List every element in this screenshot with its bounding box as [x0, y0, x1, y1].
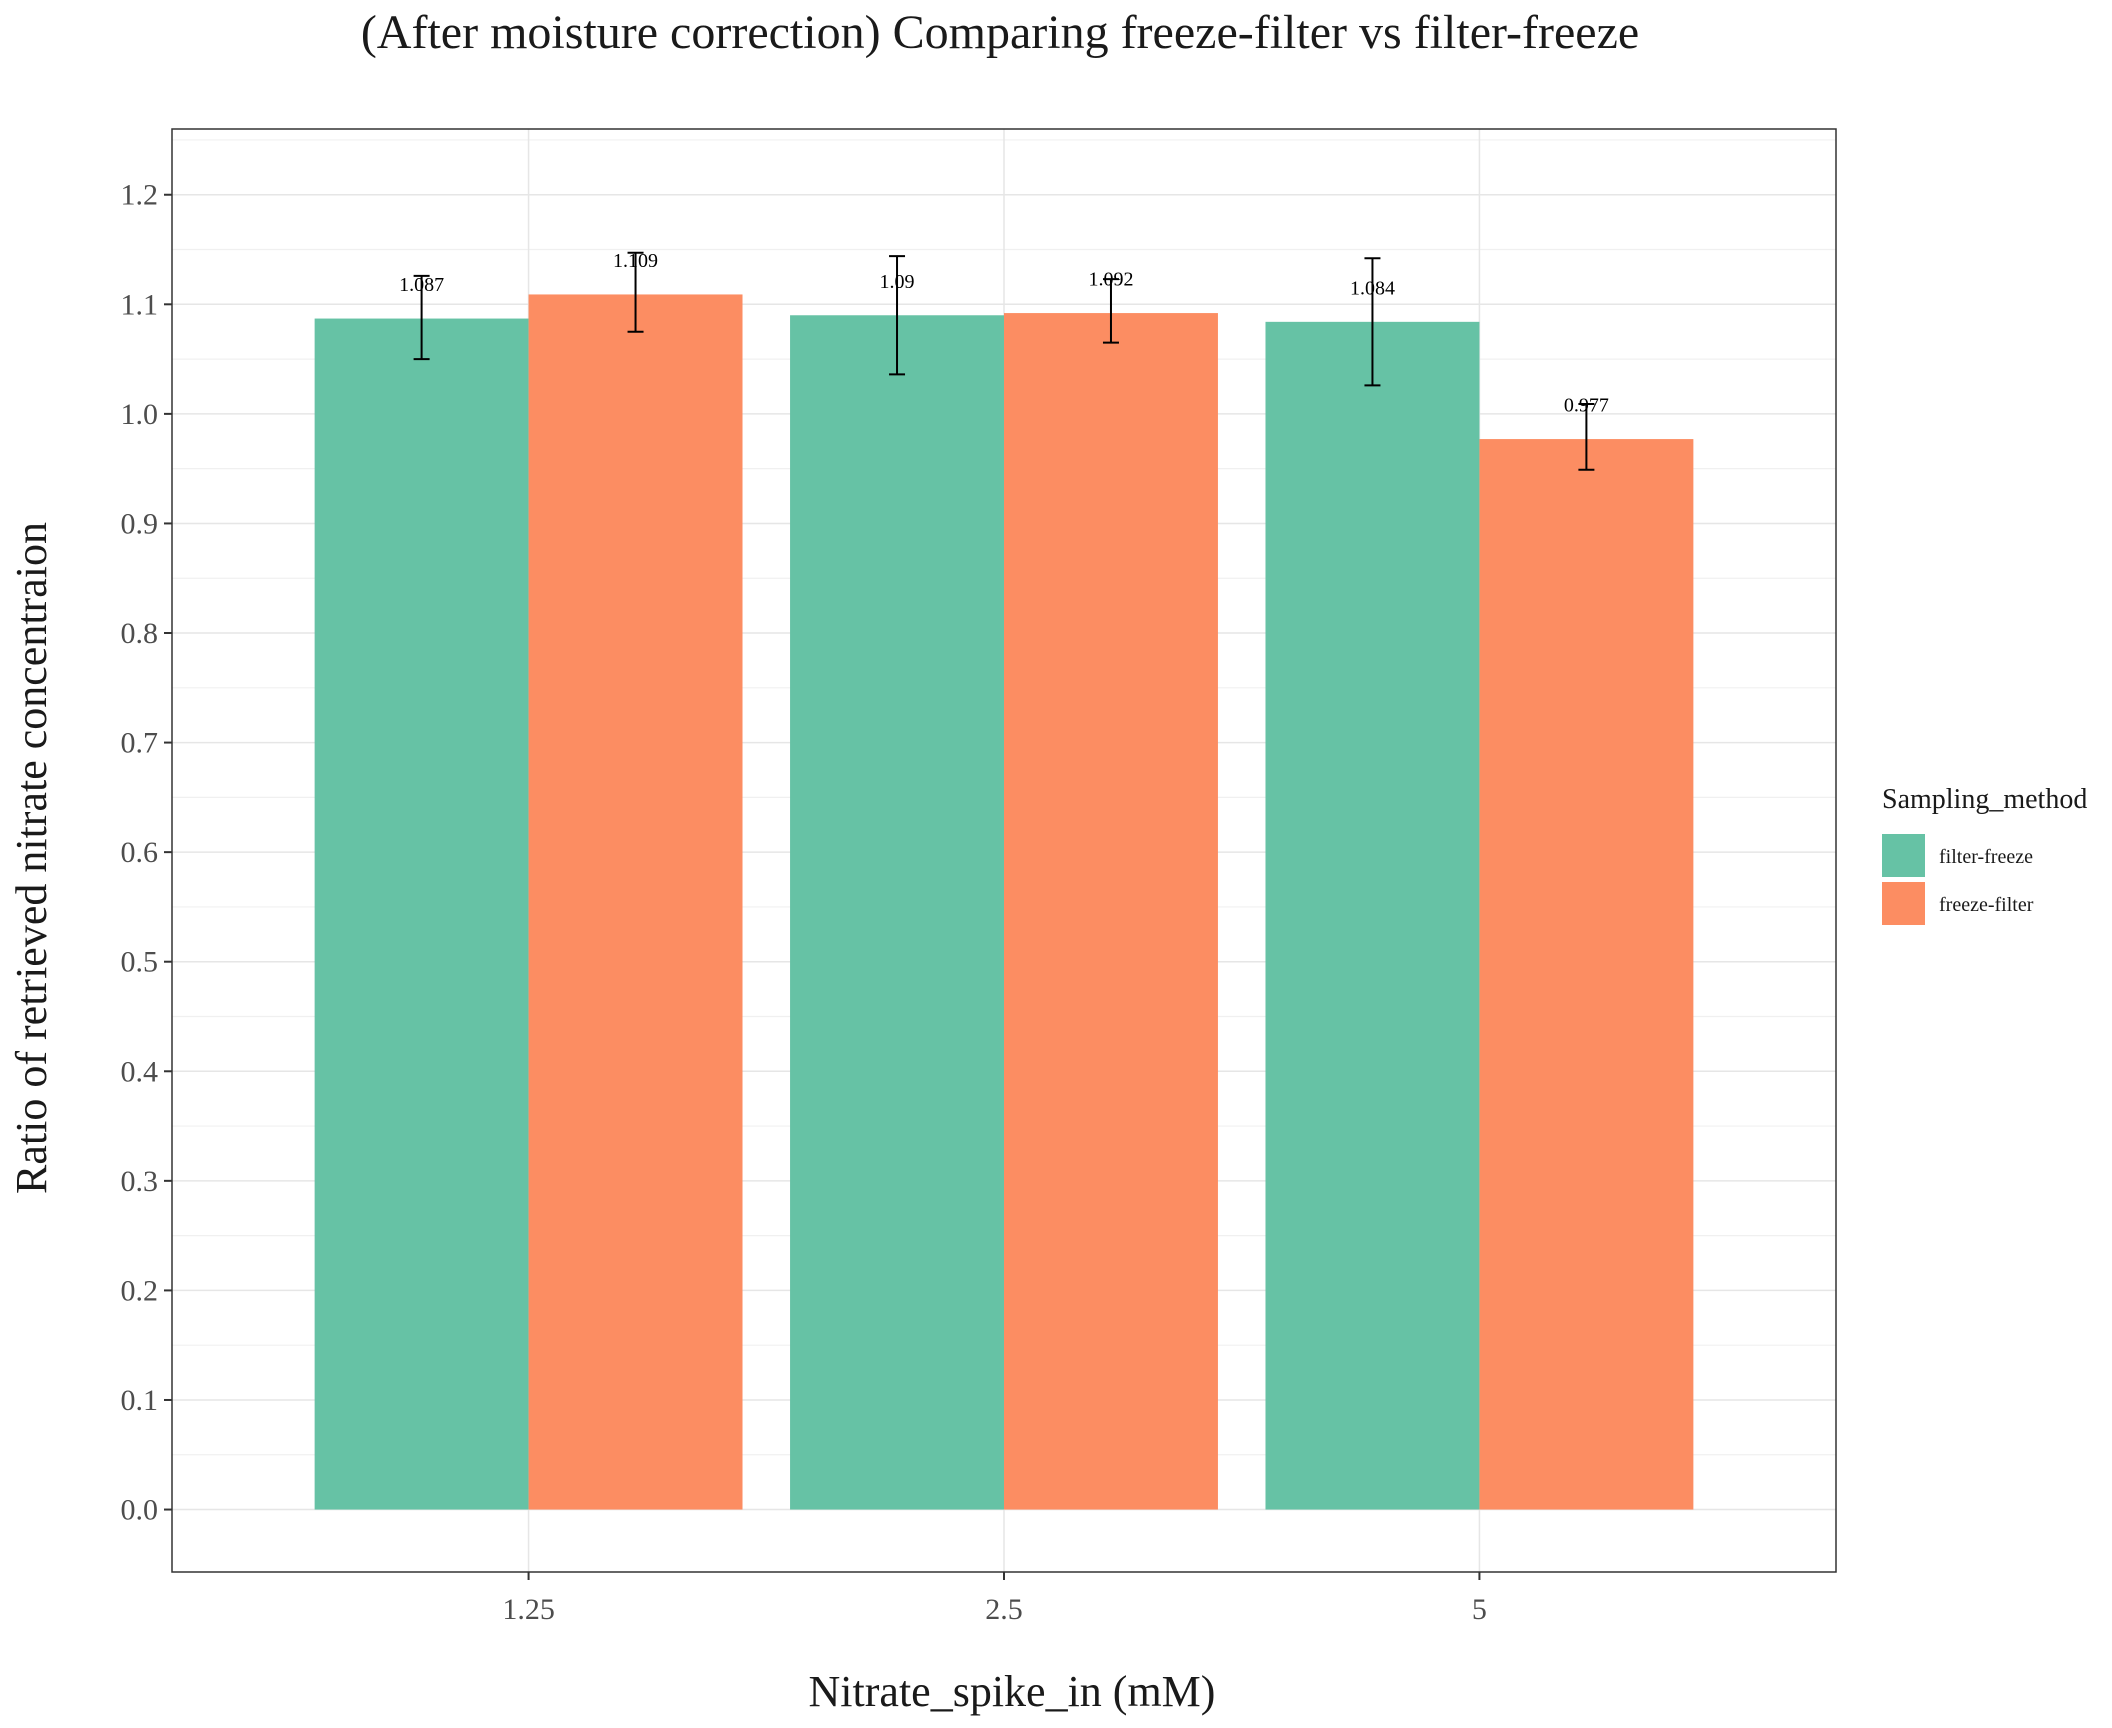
bar-filter-freeze-1.25 — [314, 318, 529, 1510]
bar-freeze-filter-1.25 — [528, 294, 743, 1510]
legend: Sampling_method filter-freeze freeze-filt… — [1882, 784, 2087, 925]
y-tick-label: 1.2 — [121, 179, 159, 212]
bar-filter-freeze-2.5 — [790, 315, 1004, 1510]
x-tick-label: 1.25 — [502, 1593, 555, 1626]
bar-filter-freeze-5 — [1265, 321, 1480, 1510]
y-tick-label: 0.7 — [121, 727, 159, 760]
error-bars — [413, 251, 1595, 471]
bar-value-label: 1.09 — [880, 271, 915, 293]
y-tick-label: 1.0 — [121, 398, 159, 431]
y-tick-label: 0.8 — [121, 617, 159, 650]
y-axis: 0.0 0.1 0.2 0.3 0.4 0.5 0.6 0.7 0.8 0.9 1.0 1.1 1.2 — [121, 179, 172, 1527]
y-tick-label: 1.1 — [121, 288, 159, 321]
bar-value-label: 1.087 — [399, 274, 444, 296]
x-axis-title: Nitrate_spike_in (mM) — [809, 1667, 1216, 1716]
x-tick-label: 2.5 — [985, 1593, 1023, 1626]
y-tick-label: 0.2 — [121, 1274, 159, 1307]
x-axis: 1.25 2.5 5 — [502, 1572, 1487, 1626]
chart-title: (After moisture correction) Comparing fr… — [361, 6, 1639, 59]
bars — [314, 294, 1694, 1510]
bar-value-label: 1.109 — [613, 250, 658, 272]
bar-value-label: 1.092 — [1088, 269, 1133, 291]
x-tick-label: 5 — [1472, 1593, 1487, 1626]
legend-label: filter-freeze — [1939, 846, 2033, 868]
y-tick-label: 0.0 — [121, 1494, 159, 1527]
bar-freeze-filter-5 — [1479, 439, 1694, 1510]
y-tick-label: 0.5 — [121, 946, 159, 979]
y-tick-label: 0.3 — [121, 1165, 159, 1198]
bar-value-label: 1.084 — [1350, 277, 1395, 299]
legend-title: Sampling_method — [1882, 784, 2087, 815]
bar-value-label: 0.977 — [1564, 395, 1609, 417]
legend-key-filter-freeze — [1882, 834, 1925, 877]
y-tick-label: 0.4 — [121, 1055, 159, 1088]
y-axis-title: Ratio of retrieved nitrate concentraion — [7, 522, 56, 1194]
legend-key-freeze-filter — [1882, 882, 1925, 925]
bar-freeze-filter-2.5 — [1004, 313, 1218, 1510]
legend-label: freeze-filter — [1939, 894, 2034, 916]
y-tick-label: 0.1 — [121, 1384, 159, 1417]
y-tick-label: 0.9 — [121, 507, 159, 540]
y-tick-label: 0.6 — [121, 836, 159, 869]
bar-value-labels: 1.087 1.09 1.084 1.109 1.092 0.977 — [399, 250, 1609, 417]
